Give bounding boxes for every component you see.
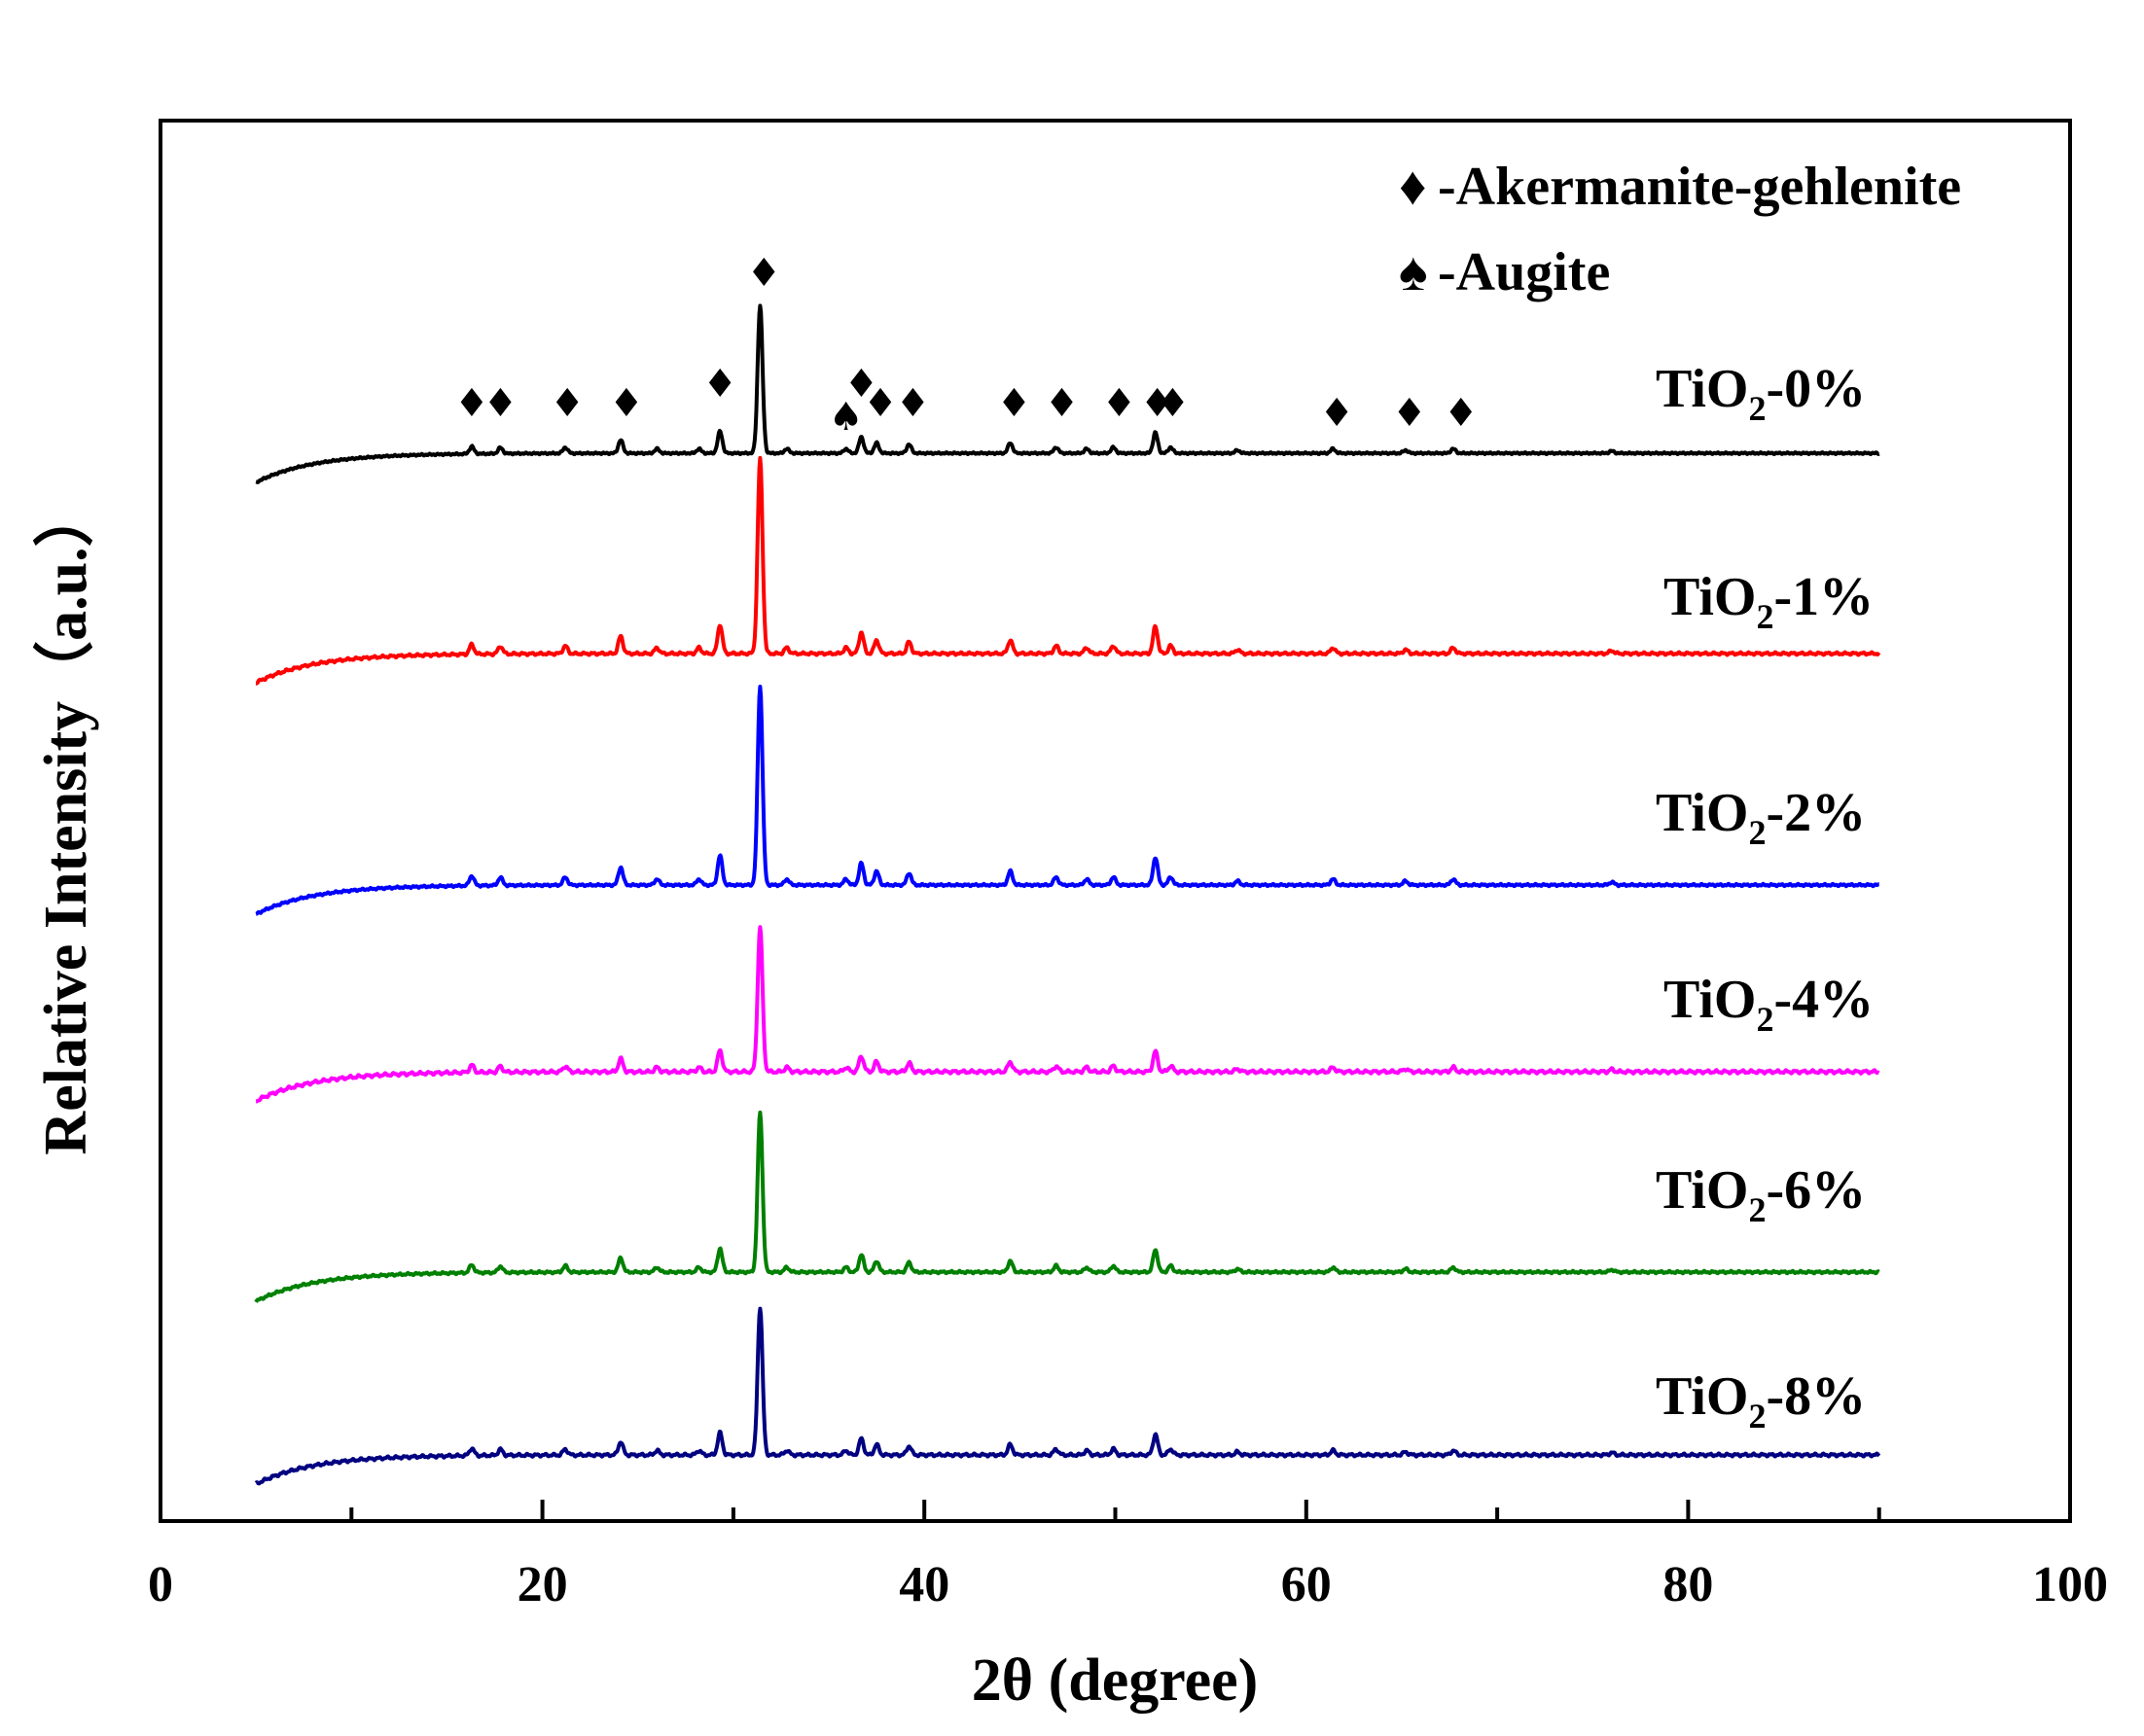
x-tick-label-20: 20 [518, 1557, 568, 1612]
x-tick-label-100: 100 [2032, 1557, 2108, 1612]
x-tick-label-40: 40 [899, 1557, 949, 1612]
series-line-3 [254, 925, 1880, 1104]
legend-label-augite: -Augite [1438, 242, 1610, 302]
legend-symbol-akermanite-gehlenite: ♦ [1399, 157, 1427, 217]
akermanite-marker-3: ♦ [609, 381, 644, 426]
series-label-1: TiO2-1% [1663, 567, 1874, 636]
x-tick-label-60: 60 [1281, 1557, 1332, 1612]
series-label-4: TiO2-6% [1656, 1160, 1866, 1229]
akermanite-marker-0: ♦ [454, 381, 489, 426]
series-lines [254, 303, 1881, 1486]
x-tick-label-80: 80 [1662, 1557, 1713, 1612]
series-label-2: TiO2-2% [1656, 783, 1866, 852]
x-axis-title: 2θ (degree) [972, 1647, 1259, 1714]
akermanite-marker-1: ♦ [482, 381, 518, 426]
peak-markers: ♦♦ ♦ ♦ ♦♦♠♦♦♦ ♦ ♦ ♦ ♦♦ ♦ ♦ ♦ [454, 251, 1479, 440]
akermanite-marker-9: ♦ [895, 381, 930, 426]
series-line-5 [254, 1306, 1881, 1486]
series-label-5: TiO2-8% [1656, 1366, 1866, 1435]
akermanite-marker-15: ♦ [1319, 391, 1354, 436]
x-tick-label-0: 0 [148, 1557, 173, 1612]
augite-marker-6: ♠ [829, 395, 864, 440]
akermanite-marker-17: ♦ [1444, 391, 1479, 436]
series-line-4 [254, 1110, 1880, 1303]
series-labels: TiO2-0% TiO2-1% TiO2-2% TiO2-4% TiO2-6% TiO2-… [1656, 359, 1874, 1435]
akermanite-marker-14: ♦ [1155, 381, 1190, 426]
akermanite-marker-16: ♦ [1392, 391, 1427, 436]
akermanite-marker-8: ♦ [863, 381, 898, 426]
akermanite-marker-5: ♦ [746, 251, 781, 296]
akermanite-marker-4: ♦ [702, 362, 737, 407]
legend-label-akermanite-gehlenite: -Akermanite-gehlenite [1438, 157, 1961, 217]
akermanite-marker-7: ♦ [843, 362, 878, 407]
series-label-0: TiO2-0% [1656, 359, 1866, 428]
legend-symbol-augite: ♠ [1399, 242, 1428, 302]
legend: ♦ -Akermanite-gehlenite ♠ -Augite [1399, 157, 1961, 302]
x-axis-ticks: 0 20 40 60 80 100 [148, 1500, 2108, 1612]
series-line-1 [254, 455, 1881, 686]
series-line-0 [254, 303, 1880, 484]
akermanite-marker-2: ♦ [550, 381, 585, 426]
y-axis-title: Relative Intensity（a.u.） [31, 486, 99, 1154]
akermanite-marker-11: ♦ [1045, 381, 1080, 426]
series-label-3: TiO2-4% [1663, 970, 1874, 1039]
series-line-2 [254, 685, 1880, 916]
akermanite-marker-10: ♦ [997, 381, 1032, 426]
akermanite-marker-13: ♦ [1140, 381, 1175, 426]
akermanite-marker-12: ♦ [1101, 381, 1136, 426]
